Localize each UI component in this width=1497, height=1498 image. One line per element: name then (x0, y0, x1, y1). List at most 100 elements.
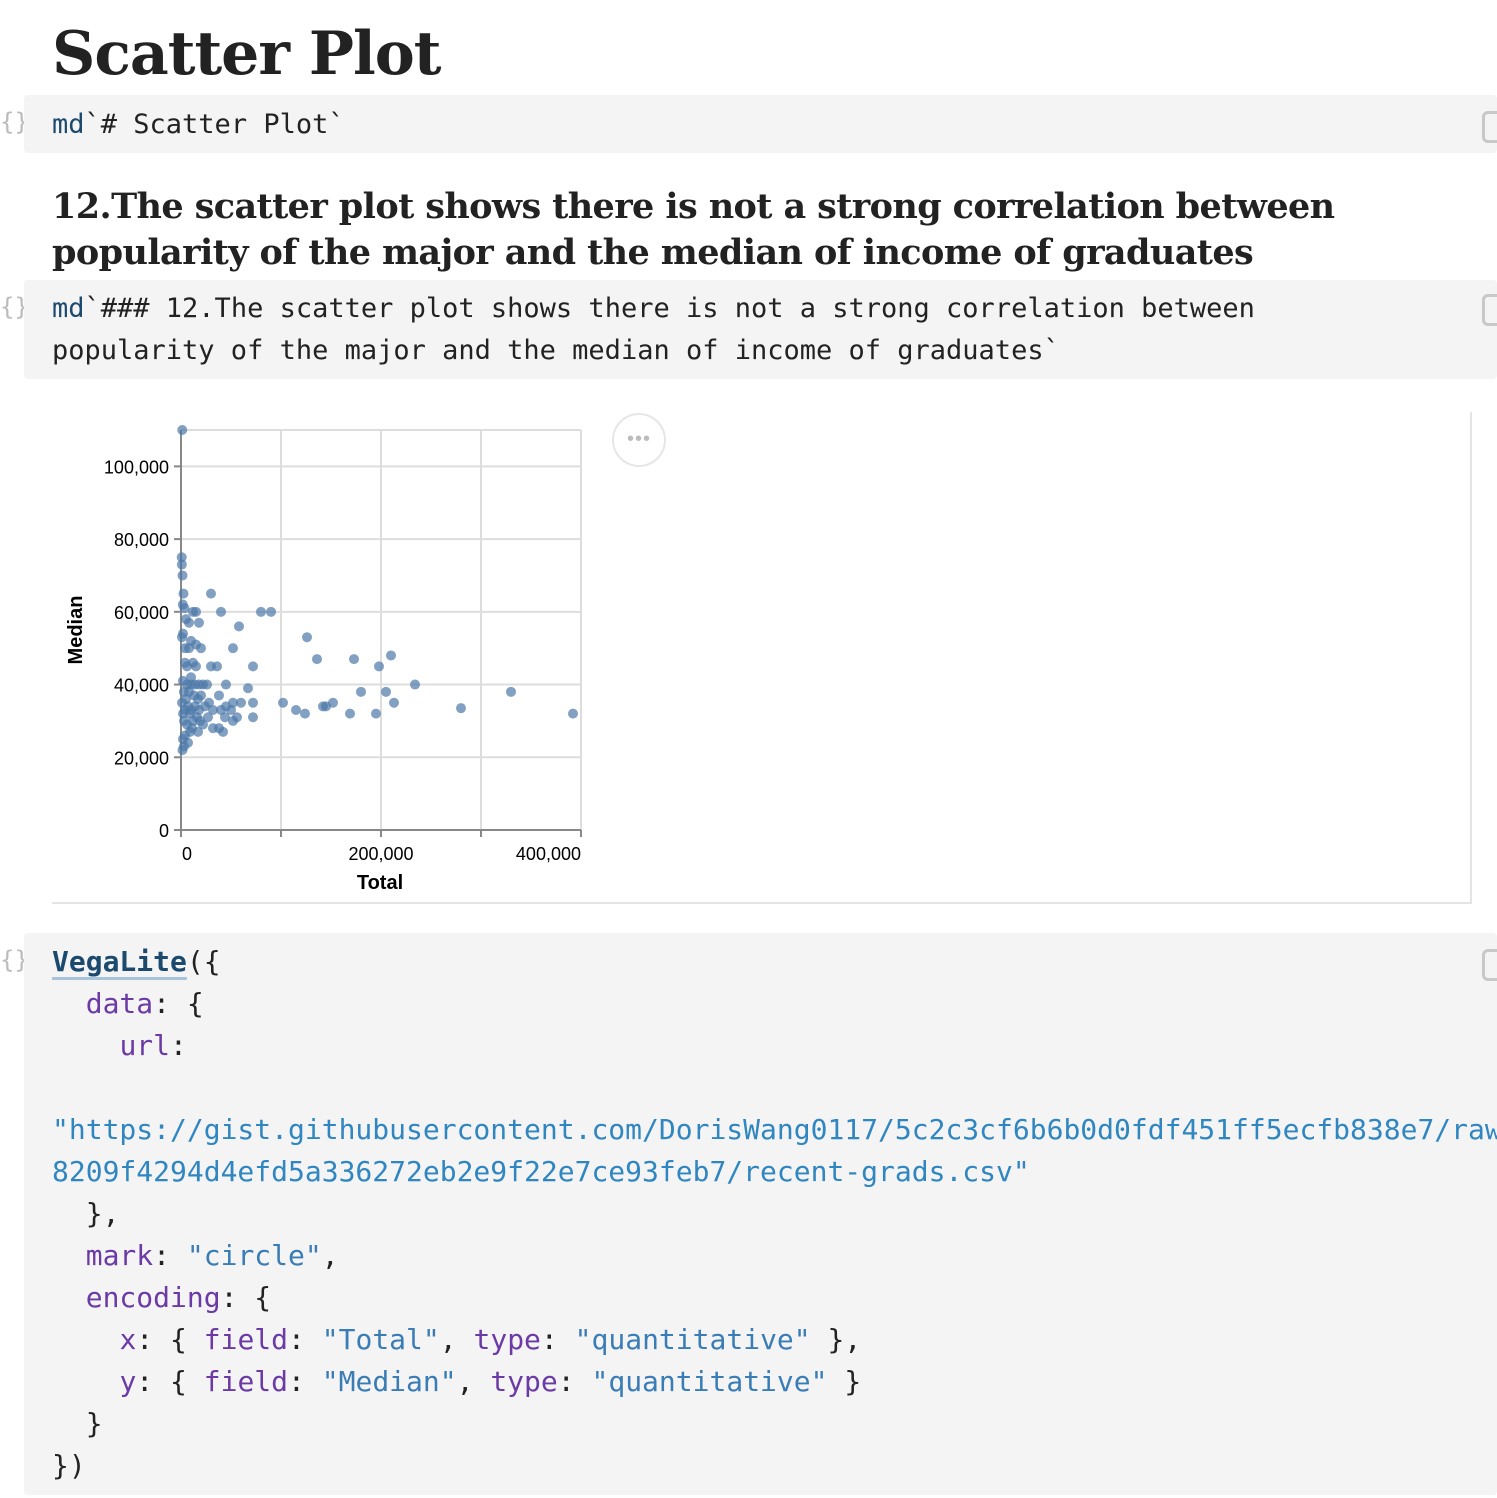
scatter-chart: 0 20,000 40,000 60,000 80,000 100,000 0 200,000… (65, 425, 582, 894)
data-point (196, 643, 206, 654)
code-text: ({ (186, 945, 221, 978)
md-tag: md (52, 293, 85, 324)
data-point (218, 726, 228, 737)
y-tick-label: 60,000 (114, 603, 169, 623)
code-text: }) (52, 1449, 86, 1482)
data-point (345, 708, 355, 719)
data-point (184, 617, 194, 628)
code-url: "https://gist.githubusercontent.com/Dori… (52, 1113, 1497, 1146)
data-point (177, 745, 188, 755)
code-key: type (473, 1323, 541, 1356)
code-key: field (203, 1323, 289, 1356)
subtitle-source-cell[interactable]: md`### 12.The scatter plot shows there i… (24, 280, 1497, 379)
pin-icon[interactable] (1482, 949, 1497, 981)
chart-source-cell[interactable]: VegaLite({ data: { url: "https://gist.gi… (24, 933, 1497, 1495)
data-point (220, 712, 230, 723)
data-point (568, 708, 578, 719)
code-text: : { (153, 987, 204, 1020)
code-string: "circle" (186, 1239, 322, 1272)
data-point (236, 697, 246, 708)
md-source-line2: popularity of the major and the median o… (52, 335, 1060, 366)
data-point (456, 703, 466, 714)
data-point (179, 603, 190, 614)
data-point (349, 654, 359, 665)
data-point (186, 672, 196, 683)
data-point (386, 650, 396, 661)
data-point (178, 588, 189, 599)
data-point (193, 726, 203, 737)
data-point (248, 661, 258, 672)
code-text: } (85, 1407, 103, 1440)
y-tick-label: 0 (159, 821, 169, 841)
data-point (191, 606, 201, 617)
data-point (202, 679, 212, 690)
data-point (228, 643, 238, 654)
code-key: mark (85, 1239, 154, 1272)
data-point (191, 661, 201, 672)
code-string: "quantitative" (574, 1323, 811, 1356)
y-axis-title: Median (65, 596, 87, 665)
data-point (178, 708, 188, 719)
data-point (182, 661, 192, 672)
data-point (177, 570, 188, 581)
pin-icon[interactable] (1482, 294, 1497, 326)
code-string: "Median" (321, 1365, 457, 1398)
code-key: x (119, 1323, 137, 1356)
data-point (176, 559, 187, 570)
md-tag: md (52, 109, 85, 140)
x-axis-title: Total (357, 872, 403, 894)
code-key: data (85, 987, 154, 1020)
data-point (214, 690, 224, 701)
data-point (248, 697, 258, 708)
y-tick-label: 20,000 (114, 748, 169, 768)
x-tick-label: 400,000 (516, 844, 581, 864)
code-key: url (119, 1029, 171, 1062)
x-tick-label: 0 (182, 844, 192, 864)
data-point (302, 632, 312, 643)
chart-output (52, 412, 1472, 904)
section-heading: 12.The scatter plot shows there is not a… (52, 186, 1335, 273)
data-point (221, 679, 231, 690)
data-point (389, 697, 399, 708)
md-source-line1: `### 12.The scatter plot shows there is … (84, 293, 1255, 324)
code-key: field (203, 1365, 289, 1398)
data-point (243, 683, 253, 694)
more-icon: ••• (626, 428, 651, 450)
code-key: type (490, 1365, 558, 1398)
vegalite-link[interactable]: VegaLite (52, 945, 187, 978)
data-point (374, 661, 384, 672)
title-source-cell[interactable]: md`# Scatter Plot` (24, 95, 1497, 153)
data-point (312, 654, 322, 665)
data-point (212, 661, 222, 672)
chart-menu-button[interactable]: ••• (612, 413, 666, 467)
data-point (234, 621, 244, 632)
data-point (321, 701, 331, 712)
y-tick-label: 40,000 (114, 676, 169, 696)
data-point (228, 715, 238, 726)
page-title: Scatter Plot (52, 19, 441, 89)
pin-icon[interactable] (1482, 111, 1497, 143)
data-point (226, 705, 236, 715)
data-point (371, 708, 381, 719)
code-string: "quantitative" (591, 1365, 828, 1398)
data-point (410, 679, 420, 690)
x-tick-label: 200,000 (348, 844, 413, 864)
data-point (506, 686, 516, 697)
data-point (184, 643, 194, 654)
md-source: `# Scatter Plot` (84, 109, 345, 140)
data-point (194, 617, 204, 628)
code-key: encoding (85, 1281, 221, 1314)
code-text: : (170, 1029, 187, 1062)
data-point (203, 712, 213, 723)
data-point (291, 705, 301, 715)
data-point (278, 697, 288, 708)
data-point (248, 712, 258, 723)
code-key: y (119, 1365, 137, 1398)
data-point (177, 425, 188, 435)
data-point (381, 686, 391, 697)
data-point (216, 606, 226, 617)
data-point (266, 606, 276, 617)
axes: 0 20,000 40,000 60,000 80,000 100,000 0 200,000… (104, 430, 582, 864)
data-points (176, 425, 578, 755)
y-tick-label: 100,000 (104, 457, 169, 477)
